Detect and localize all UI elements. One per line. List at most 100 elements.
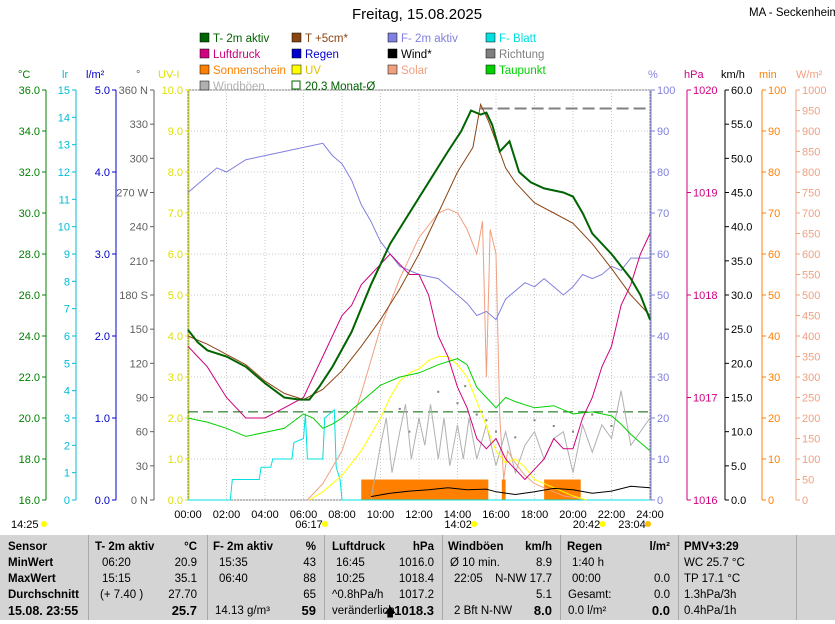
series-line-f-2m-aktiv — [187, 142, 650, 321]
axis-tick-label-kmh: 10.0 — [731, 427, 752, 439]
axis-tick-label-kmh: 25.0 — [731, 324, 752, 336]
axis-tick-label-wm2: 500 — [802, 290, 820, 302]
axis-tick-label-lr: 13 — [58, 140, 70, 152]
axis-tick-label-temp: 34.0 — [19, 126, 40, 138]
uv-max-marker-icon — [471, 521, 478, 527]
axis-tick-label-temp: 16.0 — [19, 495, 40, 507]
axis-unit-lm2: l/m² — [86, 69, 105, 81]
axis-tick-label-wm2: 700 — [802, 208, 820, 220]
axis-tick-label-temp: 30.0 — [19, 208, 40, 220]
weather-chart: 36.034.032.030.028.026.024.022.020.018.0… — [11, 32, 826, 531]
axis-tick-label-wm2: 450 — [802, 311, 820, 323]
axis-tick-label-min: 30 — [768, 372, 780, 384]
stats-rain-max-time: 00:00 — [572, 573, 601, 585]
stats-press-max-time: 10:25 — [336, 573, 365, 585]
axis-tick-label-pct: 10 — [657, 454, 669, 466]
axis-tick-label-lr: 8 — [64, 276, 70, 288]
axis-tick-label-pct: 80 — [657, 167, 669, 179]
axis-tick-label-min: 100 — [768, 85, 786, 97]
series-line-windb-en — [370, 390, 651, 501]
legend-swatch — [199, 80, 210, 91]
axis-tick-label-temp: 36.0 — [19, 85, 40, 97]
stats-windchill: WC 25.7 °C — [684, 557, 745, 569]
wind-direction-point — [591, 413, 594, 416]
axis-tick-label-wm2: 250 — [802, 393, 820, 405]
current-time-label: 14:25 — [11, 519, 39, 531]
axis-tick-label-wm2: 0 — [802, 495, 808, 507]
stats-hum-min-value: 43 — [303, 557, 316, 569]
stats-rain-column: Regen l/m² 1:40 h 00:00 0.0 Gesamt: 0.0 … — [560, 535, 678, 620]
series-line-t-5cm- — [187, 102, 651, 401]
legend-label: Regen — [305, 49, 339, 61]
stats-rain-total-value: 0.0 — [654, 589, 670, 601]
axis-tick-label-uvi: 6.0 — [168, 249, 183, 261]
axis-tick-label-min: 50 — [768, 290, 780, 302]
axis-tick-label-wm2: 950 — [802, 106, 820, 118]
axis-tick-label-deg: 60 — [136, 427, 148, 439]
x-tick-label: 16:00 — [482, 509, 510, 521]
axis-tick-label-uvi: 5.0 — [168, 290, 183, 302]
stats-dewpoint: TP 17.1 °C — [684, 573, 741, 585]
legend-label: Sonnenschein — [213, 65, 286, 77]
series-line-solar — [307, 208, 587, 501]
axis-tick-label-uvi: 1.0 — [168, 454, 183, 466]
axis-tick-label-deg: 210 — [130, 256, 148, 268]
axis-tick-label-uvi: 8.0 — [168, 167, 183, 179]
axis-tick-label-wm2: 300 — [802, 372, 820, 384]
legend-label: Taupunkt — [499, 65, 546, 77]
axis-tick-label-wm2: 100 — [802, 454, 820, 466]
axis-tick-label-deg: 330 — [130, 119, 148, 131]
axis-tick-label-pct: 90 — [657, 126, 669, 138]
axis-tick-label-kmh: 15.0 — [731, 393, 752, 405]
stats-min-label: MinWert — [8, 557, 54, 569]
stats-hum-unit: % — [305, 541, 316, 553]
wind-direction-point — [495, 430, 497, 433]
stats-press-header: Luftdruck — [332, 541, 386, 553]
axis-tick-label-min: 90 — [768, 126, 780, 138]
axis-tick-label-pct: 60 — [657, 249, 669, 261]
stats-pmv-header: PMV+3:29 — [684, 541, 739, 553]
axis-tick-label-wm2: 750 — [802, 188, 820, 200]
axis-tick-label-lr: 5 — [64, 358, 70, 370]
legend-label: F- Blatt — [499, 33, 537, 45]
series-line-t-2m-aktiv — [187, 109, 651, 401]
x-tick-label: 10:00 — [367, 509, 395, 521]
legend-label: UV — [305, 65, 321, 77]
axis-tick-label-lm2: 5.0 — [95, 85, 110, 97]
stats-press-trend: ^0.8hPa/h — [332, 589, 384, 601]
axis-tick-label-kmh: 50.0 — [731, 153, 752, 165]
axis-tick-label-deg: 150 — [130, 324, 148, 336]
legend-swatch — [291, 48, 302, 59]
stats-wind-beaufort: 2 Bft N-NW — [454, 605, 513, 617]
x-tick-label: 12:00 — [405, 509, 433, 521]
statistics-panel: Sensor MinWert MaxWert Durchschnitt 15.0… — [0, 535, 835, 620]
axis-tick-label-lr: 2 — [64, 440, 70, 452]
x-tick-label: 22:00 — [598, 509, 626, 521]
stats-hum-max-time: 06:40 — [219, 573, 248, 585]
axis-tick-label-deg: 90 — [136, 393, 148, 405]
stats-wind-header: Windböen — [448, 541, 504, 553]
x-tick-label: 02:00 — [213, 509, 241, 521]
axis-unit-pct: % — [648, 69, 658, 81]
legend-swatch — [291, 64, 302, 75]
axis-unit-lr: lr — [62, 69, 68, 81]
axis-tick-label-kmh: 60.0 — [731, 85, 752, 97]
axis-unit-min: min — [759, 69, 777, 81]
legend-label: Windböen — [213, 81, 265, 93]
legend-swatch — [485, 32, 496, 43]
legend-swatch — [485, 48, 496, 59]
x-tick-label: 24:00 — [636, 509, 664, 521]
stats-hum-header: F- 2m aktiv — [213, 541, 274, 553]
stats-temp-avg-note: (+ 7.40 ) — [100, 589, 144, 601]
axis-tick-label-lr: 10 — [58, 222, 70, 234]
stats-press-1h: 0.4hPa/1h — [684, 605, 737, 617]
stats-rain-max-value: 0.0 — [654, 573, 670, 585]
series-line-f-blatt — [188, 408, 650, 501]
stats-max-label: MaxWert — [8, 573, 56, 585]
axis-tick-label-temp: 26.0 — [19, 290, 40, 302]
axis-tick-label-uvi: 7.0 — [168, 208, 183, 220]
axis-tick-label-kmh: 20.0 — [731, 358, 752, 370]
axis-tick-label-wm2: 900 — [802, 126, 820, 138]
axis-tick-label-deg: 0 N — [131, 495, 148, 507]
axis-tick-label-kmh: 35.0 — [731, 256, 752, 268]
